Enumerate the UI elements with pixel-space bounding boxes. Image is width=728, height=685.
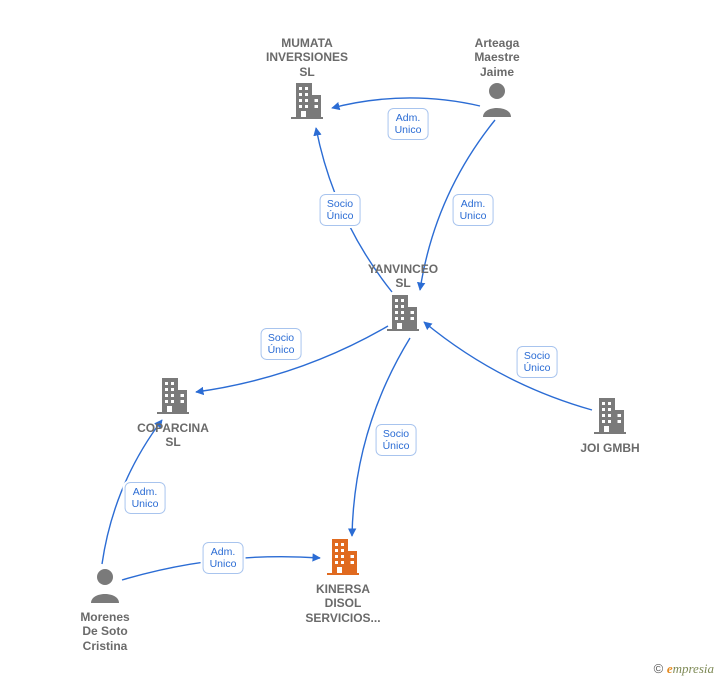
node-kinersa[interactable]: KINERSA DISOL SERVICIOS... (283, 537, 403, 625)
edge-label-arteaga-yanvinceo: Adm. Unico (453, 194, 494, 226)
node-joi[interactable]: JOI GMBH (550, 396, 670, 455)
node-label: YANVINCEO SL (343, 262, 463, 291)
node-label: KINERSA DISOL SERVICIOS... (283, 582, 403, 625)
node-label: Arteaga Maestre Jaime (437, 36, 557, 79)
brand-rest: mpresia (673, 661, 714, 676)
brand: empresia (667, 661, 714, 676)
copyright-symbol: © (654, 661, 664, 676)
edge-label-arteaga-mumata: Adm. Unico (388, 108, 429, 140)
node-arteaga[interactable]: Arteaga Maestre Jaime (437, 36, 557, 122)
edge-label-yanvinceo-mumata: Socio Único (320, 194, 361, 226)
edge-label-morenes-coparcina: Adm. Unico (125, 482, 166, 514)
node-label: MUMATA INVERSIONES SL (247, 36, 367, 79)
edge-label-joi-yanvinceo: Socio Único (517, 346, 558, 378)
edge-label-yanvinceo-kinersa: Socio Único (376, 424, 417, 456)
edge-label-yanvinceo-coparcina: Socio Único (261, 328, 302, 360)
node-label: COPARCINA SL (113, 421, 233, 450)
company-icon (550, 396, 670, 439)
node-label: JOI GMBH (550, 441, 670, 455)
node-morenes[interactable]: Morenes De Soto Cristina (45, 567, 165, 653)
node-mumata[interactable]: MUMATA INVERSIONES SL (247, 36, 367, 124)
company-icon (113, 376, 233, 419)
footer: © empresia (654, 661, 714, 677)
node-yanvinceo[interactable]: YANVINCEO SL (343, 262, 463, 336)
person-icon (45, 567, 165, 608)
node-coparcina[interactable]: COPARCINA SL (113, 376, 233, 450)
company-icon (343, 293, 463, 336)
company-icon (247, 81, 367, 124)
diagram-canvas: Adm. Unico Adm. Unico Socio Único Socio Úni… (0, 0, 728, 685)
node-label: Morenes De Soto Cristina (45, 610, 165, 653)
company-icon (283, 537, 403, 580)
edge-label-morenes-kinersa: Adm. Unico (203, 542, 244, 574)
person-icon (437, 81, 557, 122)
